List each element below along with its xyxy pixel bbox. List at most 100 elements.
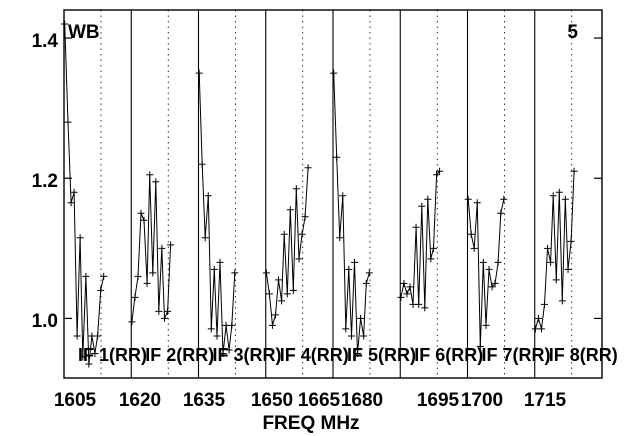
- data-point: [491, 279, 499, 287]
- data-point: [219, 349, 227, 357]
- data-point: [354, 349, 362, 357]
- data-point: [333, 153, 341, 161]
- data-point: [336, 234, 344, 242]
- data-point: [544, 244, 552, 252]
- data-point: [134, 272, 142, 280]
- data-point: [298, 230, 306, 238]
- data-point: [485, 265, 493, 273]
- x-tick-label-3: 1650: [251, 390, 293, 411]
- data-point: [473, 199, 481, 207]
- data-point: [289, 286, 297, 294]
- panel-label: IF 4(RR): [280, 345, 349, 365]
- panel-5: IF 5(RR): [330, 69, 416, 365]
- panel-label: IF 1(RR): [78, 345, 147, 365]
- data-point: [482, 321, 490, 329]
- data-point: [549, 192, 557, 200]
- data-point: [304, 164, 312, 172]
- data-point: [464, 195, 472, 203]
- data-point: [534, 314, 542, 322]
- data-point: [351, 258, 359, 266]
- data-point: [357, 314, 365, 322]
- series-line: [400, 170, 440, 308]
- x-tick-label-8: 1715: [524, 390, 567, 411]
- data-point: [427, 255, 435, 263]
- data-point: [400, 279, 408, 287]
- data-point: [70, 188, 78, 196]
- panel-8: IF 8(RR): [531, 167, 618, 365]
- x-tick-label-5: 1680: [341, 390, 383, 411]
- panel-7: IF 7(RR): [464, 195, 551, 365]
- panel-label: IF 2(RR): [145, 345, 214, 365]
- y-axis: 1.0 1.2 1.4: [32, 31, 59, 332]
- panel-6: IF 6(RR): [397, 167, 483, 365]
- data-point: [412, 223, 420, 231]
- data-point: [94, 332, 102, 340]
- data-point: [558, 297, 566, 305]
- data-point: [564, 265, 572, 273]
- top-left-label: WB: [68, 22, 100, 43]
- data-point: [494, 258, 502, 266]
- top-right-label: 5: [567, 22, 578, 43]
- series-line: [64, 23, 105, 365]
- data-point: [155, 307, 163, 315]
- data-point: [424, 195, 432, 203]
- data-point: [225, 346, 233, 354]
- data-point: [283, 290, 291, 298]
- data-point: [268, 321, 276, 329]
- data-point: [216, 258, 224, 266]
- data-point: [76, 234, 84, 242]
- data-point: [467, 230, 475, 238]
- plot-frame: [63, 9, 603, 379]
- data-point: [64, 118, 72, 126]
- x-tick-label-7: 1700: [461, 390, 503, 411]
- data-point: [345, 265, 353, 273]
- data-point: [228, 321, 236, 329]
- data-point: [421, 304, 429, 312]
- y-tick-label-2: 1.4: [32, 31, 59, 52]
- data-point: [479, 258, 487, 266]
- data-point: [213, 332, 221, 340]
- panel-label: IF 7(RR): [482, 345, 551, 365]
- data-point: [360, 332, 368, 340]
- data-point: [207, 325, 215, 333]
- data-point: [418, 202, 426, 210]
- data-point: [137, 209, 145, 217]
- data-point: [275, 276, 283, 284]
- data-point: [500, 195, 508, 203]
- series-line: [265, 167, 309, 326]
- data-point: [195, 69, 203, 77]
- series-line: [534, 171, 575, 330]
- data-point: [561, 195, 569, 203]
- data-point: [488, 283, 496, 291]
- data-point: [149, 269, 157, 277]
- data-point: [537, 325, 545, 333]
- data-point: [567, 237, 575, 245]
- x-tick-label-2: 1635: [183, 390, 226, 411]
- data-point: [531, 325, 539, 333]
- data-point: [555, 188, 563, 196]
- data-point: [161, 314, 169, 322]
- panel-label: IF 6(RR): [414, 345, 483, 365]
- x-tick-label-0: 1605: [54, 390, 97, 411]
- data-point: [286, 206, 294, 214]
- data-point: [85, 360, 93, 368]
- data-point: [265, 290, 273, 298]
- data-point: [280, 230, 288, 238]
- data-point: [201, 234, 209, 242]
- y-tick-label-0: 1.0: [32, 311, 58, 332]
- data-point: [330, 69, 338, 77]
- data-point: [570, 167, 578, 175]
- data-point: [67, 199, 75, 207]
- data-point: [272, 311, 280, 319]
- data-point: [143, 279, 151, 287]
- data-point: [198, 160, 206, 168]
- data-point: [397, 293, 405, 301]
- data-point: [433, 171, 441, 179]
- data-point: [73, 332, 81, 340]
- data-point: [430, 244, 438, 252]
- data-point: [91, 349, 99, 357]
- panels-layer: IF 1(RR)IF 2(RR)IF 3(RR)IF 4(RR)IF 5(RR)…: [61, 10, 618, 378]
- series-line: [198, 73, 236, 354]
- data-point: [476, 342, 484, 350]
